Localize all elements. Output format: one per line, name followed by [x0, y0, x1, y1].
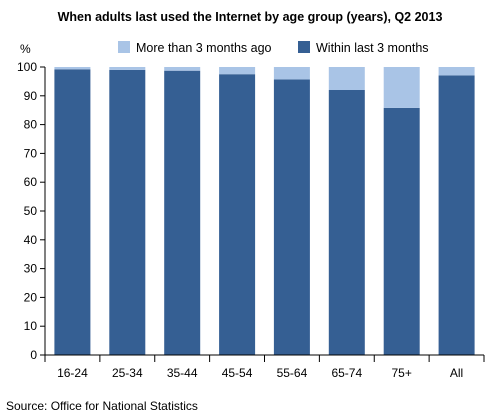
x-tick-label: All [450, 366, 463, 380]
legend: More than 3 months ago Within last 3 mont… [118, 41, 429, 55]
y-tick-label: 10 [24, 319, 38, 333]
y-tick-label: 80 [24, 118, 38, 132]
bar-65-74-more-than-3-months [328, 67, 365, 90]
bar-25-34-more-than-3-months [109, 67, 146, 70]
chart-title: When adults last used the Internet by ag… [58, 10, 443, 24]
bar-35-44-more-than-3-months [164, 67, 201, 71]
bar-All-more-than-3-months [438, 67, 475, 76]
x-tick-label: 55-64 [277, 366, 308, 380]
bar-45-54-within-3-months [219, 74, 256, 355]
y-tick-label: 50 [24, 204, 38, 218]
x-axis: 16-24 25-34 35-44 45-54 55-64 65-74 75+ All [44, 354, 485, 380]
y-axis-unit-label: % [20, 42, 31, 56]
bar-16-24-within-3-months [54, 69, 91, 356]
y-tick-label: 40 [24, 233, 38, 247]
x-tick-label: 35-44 [167, 366, 198, 380]
bars-group [54, 67, 475, 356]
y-axis: 0 10 20 30 40 50 60 70 80 90 100 [17, 60, 46, 362]
bar-55-64-more-than-3-months [273, 67, 310, 80]
y-tick-label: 90 [24, 89, 38, 103]
bar-65-74-within-3-months [328, 90, 365, 355]
y-tick-label: 100 [17, 60, 37, 74]
x-tick-label: 16-24 [57, 366, 88, 380]
bar-16-24-more-than-3-months [54, 67, 91, 70]
x-tick-label: 75+ [392, 366, 412, 380]
bar-75+-within-3-months [383, 107, 420, 356]
legend-swatch [118, 41, 130, 53]
y-tick-label: 0 [30, 348, 37, 362]
y-tick-label: 30 [24, 262, 38, 276]
x-tick-label: 25-34 [112, 366, 143, 380]
bar-All-within-3-months [438, 75, 475, 356]
x-tick-label: 65-74 [331, 366, 362, 380]
x-tick-label: 45-54 [222, 366, 253, 380]
legend-swatch [298, 41, 310, 53]
source-note: Source: Office for National Statistics [6, 399, 198, 413]
y-tick-label: 20 [24, 290, 38, 304]
legend-label: Within last 3 months [316, 41, 429, 55]
legend-label: More than 3 months ago [136, 41, 272, 55]
bar-75+-more-than-3-months [383, 67, 420, 108]
y-tick-label: 70 [24, 146, 38, 160]
bar-55-64-within-3-months [273, 79, 310, 356]
bar-25-34-within-3-months [109, 69, 146, 356]
bar-35-44-within-3-months [164, 70, 201, 355]
y-tick-label: 60 [24, 175, 38, 189]
bar-45-54-more-than-3-months [219, 67, 256, 75]
